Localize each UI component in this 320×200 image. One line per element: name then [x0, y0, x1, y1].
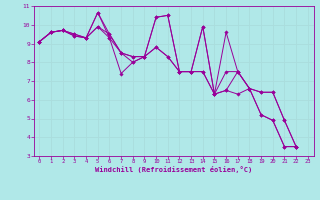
- X-axis label: Windchill (Refroidissement éolien,°C): Windchill (Refroidissement éolien,°C): [95, 166, 252, 173]
